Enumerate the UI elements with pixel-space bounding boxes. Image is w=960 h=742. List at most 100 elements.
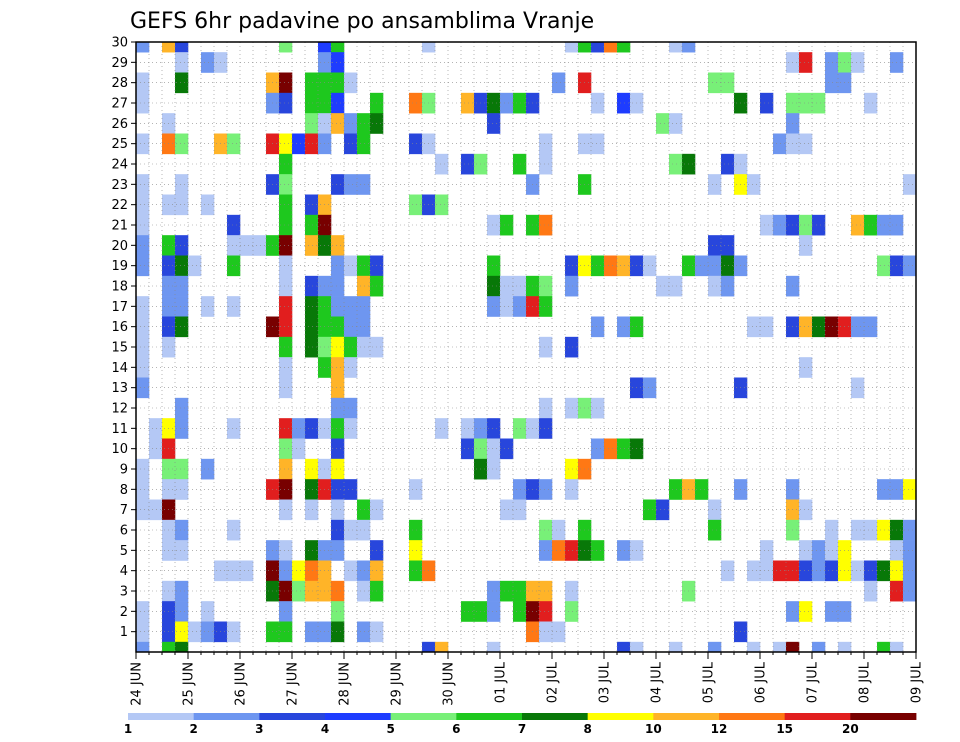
heatmap-cell [877,519,891,541]
heatmap-cell [305,499,319,521]
x-tick-label: 08 JUL [858,661,873,703]
heatmap-cell [227,519,241,541]
heatmap-cell [682,42,696,53]
heatmap-cell [435,194,449,216]
heatmap-cell [461,153,475,175]
heatmap-cell [175,540,189,561]
heatmap-cell [812,92,826,114]
heatmap-cell [747,316,761,338]
heatmap-cell [552,621,566,643]
heatmap-cell [357,174,371,195]
heatmap-cell [227,621,241,643]
heatmap-cell [565,479,579,500]
heatmap-cell [149,438,163,460]
heatmap-cell [175,580,189,602]
heatmap-cell [591,133,605,155]
heatmap-cell [903,580,917,602]
heatmap-cell [409,540,423,561]
heatmap-cell [188,621,202,643]
heatmap-cell [487,214,501,236]
heatmap-cell [903,519,917,541]
heatmap-cell [513,601,527,622]
legend-swatch [719,713,786,720]
heatmap-cell [617,92,631,114]
heatmap-cell [760,316,774,338]
heatmap-cell [279,479,293,500]
heatmap-cell [344,418,358,439]
grid-lines [136,41,916,652]
heatmap-cell [279,458,293,480]
y-tick-label: 28 [111,76,128,91]
heatmap-cell [617,540,631,561]
heatmap-cell [773,133,787,155]
heatmap-cell [409,560,423,582]
heatmap-cell [344,357,358,378]
y-tick-label: 8 [120,483,128,498]
heatmap-cell [227,214,241,236]
legend-swatch [390,713,457,720]
legend-swatch [325,713,392,720]
heatmap-cell [591,316,605,338]
heatmap-cell [136,255,150,277]
heatmap-cell [799,235,813,256]
heatmap-cell [435,153,449,175]
heatmap-cell [136,458,150,480]
heatmap-cell [669,275,683,297]
heatmap-cell [175,255,189,277]
heatmap-cell [825,52,839,73]
heatmap-cell [305,336,319,358]
heatmap-cell [708,519,722,541]
heatmap-cell [331,52,345,73]
heatmap-cell [799,540,813,561]
heatmap-cell [136,72,150,94]
heatmap-cell [344,560,358,582]
heatmap-cell [773,560,787,582]
heatmap-cell [227,296,241,317]
legend-label: 12 [711,722,728,736]
y-tick-label: 24 [111,158,128,173]
y-tick-label: 30 [111,36,128,51]
heatmap-cell [539,296,553,317]
y-tick-label: 4 [120,564,128,579]
x-tick-label: 26 JUN [234,662,249,706]
heatmap-cell [838,641,852,653]
heatmap-cell [175,601,189,622]
heatmap-cell [721,255,735,277]
heatmap-cell [812,540,826,561]
heatmap-cell [799,316,813,338]
heatmap-cell [344,174,358,195]
heatmap-cell [253,235,267,256]
heatmap-cell [669,153,683,175]
heatmap-cell [331,296,345,317]
heatmap-cell [487,641,501,653]
heatmap-cell [513,479,527,500]
heatmap-cell [175,296,189,317]
heatmap-cell [331,235,345,256]
heatmap-cell [305,92,319,114]
heatmap-cell [487,275,501,297]
y-tick-label: 9 [120,463,128,478]
heatmap-cell [305,296,319,317]
heatmap-cell [487,418,501,439]
y-tick-label: 29 [111,56,128,71]
heatmap-cell [864,92,878,114]
heatmap-cell [331,357,345,378]
x-tick-label: 02 JUL [546,661,561,703]
x-tick-label: 09 JUL [910,661,925,703]
y-tick-label: 26 [111,117,128,132]
heatmap-cell [162,641,176,653]
heatmap-cell [175,621,189,643]
heatmap-cell [695,479,709,500]
heatmap-cell [825,519,839,541]
heatmap-cell [305,235,319,256]
legend-swatch [456,713,523,720]
heatmap-cell [279,194,293,216]
heatmap-cell [344,479,358,500]
heatmap-cell [461,601,475,622]
legend-swatch [653,713,720,720]
heatmap-cell [331,377,345,399]
heatmap-cell [708,275,722,297]
heatmap-cell [292,580,306,602]
heatmap-cell [175,174,189,195]
heatmap-cell [851,560,865,582]
